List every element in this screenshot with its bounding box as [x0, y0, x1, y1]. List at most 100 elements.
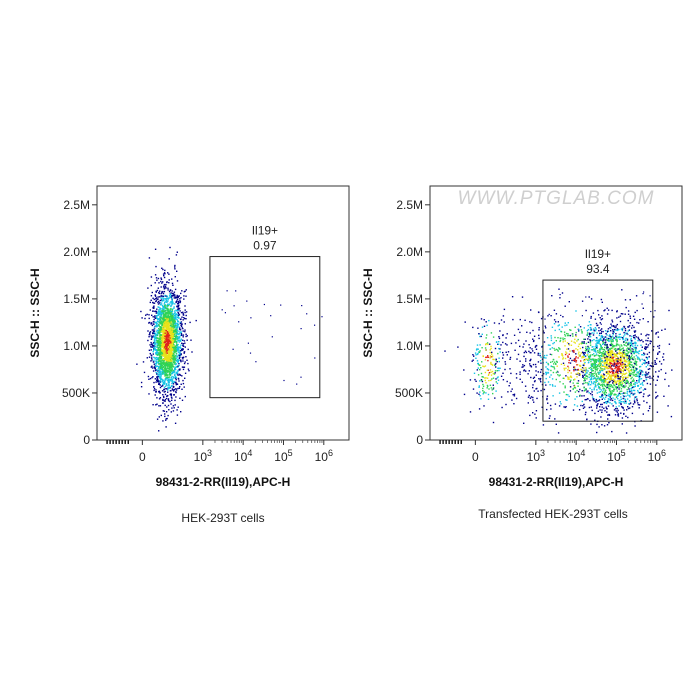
data-point: [588, 348, 590, 350]
data-point: [578, 343, 580, 345]
data-point: [616, 363, 618, 365]
data-point: [588, 384, 590, 386]
data-point: [158, 390, 161, 393]
data-point: [156, 345, 159, 347]
data-point: [472, 326, 474, 329]
data-point: [637, 339, 639, 342]
data-point: [616, 349, 618, 351]
data-point: [166, 364, 168, 366]
data-point: [177, 320, 179, 322]
data-point: [523, 422, 525, 424]
data-point: [172, 325, 174, 328]
data-point: [622, 352, 625, 354]
y-tick-label: 0: [83, 433, 90, 447]
data-point: [169, 372, 171, 374]
data-point: [159, 327, 162, 329]
data-point: [169, 321, 171, 323]
data-point: [642, 384, 644, 386]
data-point: [167, 309, 169, 311]
data-point: [618, 358, 620, 360]
data-point: [508, 385, 510, 387]
data-point: [611, 403, 613, 405]
data-point: [619, 368, 621, 370]
data-point: [621, 337, 624, 339]
data-point: [172, 405, 175, 407]
data-point: [546, 337, 549, 339]
data-point: [594, 361, 596, 363]
data-point: [612, 353, 614, 356]
data-point: [581, 330, 583, 333]
data-point: [632, 348, 635, 351]
data-point: [156, 365, 159, 367]
data-point: [583, 395, 585, 397]
data-point: [169, 352, 171, 354]
data-point: [600, 348, 603, 350]
data-point: [621, 374, 623, 377]
data-point: [658, 351, 661, 353]
data-point: [179, 336, 181, 338]
data-point: [175, 325, 177, 327]
data-point: [154, 335, 157, 337]
data-point: [176, 326, 179, 329]
data-point: [173, 356, 176, 358]
data-point: [172, 328, 174, 330]
data-point: [527, 396, 530, 398]
data-point: [633, 389, 636, 392]
data-point: [610, 362, 613, 365]
data-point: [613, 388, 615, 390]
data-point: [156, 358, 158, 360]
data-point: [629, 299, 631, 301]
data-point: [599, 357, 601, 359]
data-point: [163, 317, 165, 319]
data-point: [640, 378, 643, 380]
data-point: [595, 378, 597, 381]
data-point: [159, 304, 162, 306]
data-point: [597, 341, 599, 344]
data-point: [167, 340, 169, 342]
data-point: [604, 346, 606, 349]
data-point: [171, 342, 174, 344]
data-point: [602, 341, 604, 343]
data-point: [637, 402, 639, 404]
data-point: [590, 384, 592, 386]
data-point: [171, 336, 173, 339]
data-point: [655, 397, 657, 399]
data-point: [611, 384, 613, 387]
data-point: [598, 352, 601, 354]
data-point: [154, 338, 156, 340]
data-point: [609, 390, 612, 392]
data-point: [165, 332, 167, 334]
data-point: [513, 403, 515, 405]
data-point: [587, 390, 589, 392]
data-point: [604, 381, 607, 383]
data-point: [300, 328, 302, 330]
data-point: [157, 311, 159, 314]
data-point: [169, 336, 171, 338]
data-point: [167, 303, 169, 305]
data-point: [162, 332, 165, 335]
data-point: [633, 356, 635, 358]
data-point: [626, 350, 628, 352]
data-point: [176, 280, 179, 282]
data-point: [178, 295, 180, 297]
data-point: [645, 362, 648, 364]
data-point: [175, 316, 177, 318]
data-point: [146, 313, 148, 316]
data-point: [567, 369, 569, 371]
data-point: [306, 313, 308, 315]
data-point: [164, 316, 167, 319]
data-point: [156, 325, 158, 327]
data-point: [660, 363, 663, 365]
data-point: [159, 299, 161, 302]
data-point: [616, 376, 618, 378]
data-point: [169, 310, 172, 312]
data-point: [629, 335, 631, 337]
data-point: [621, 359, 623, 361]
data-point: [170, 385, 172, 387]
data-point: [610, 395, 612, 397]
data-point: [504, 361, 506, 363]
data-point: [559, 339, 562, 342]
data-point: [169, 360, 172, 362]
data-point: [604, 401, 607, 404]
data-point: [615, 402, 617, 405]
